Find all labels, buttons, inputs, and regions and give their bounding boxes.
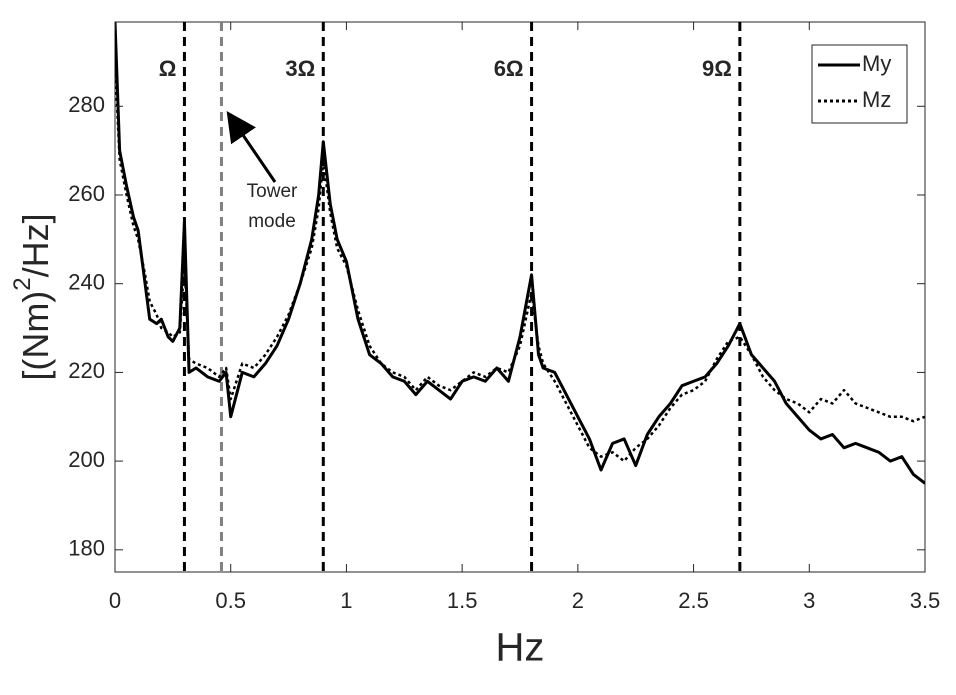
y-axis-label-part: [(Nm) bbox=[15, 291, 56, 381]
x-tick-label: 3.5 bbox=[910, 588, 941, 613]
data-line bbox=[115, 22, 925, 485]
reference-label: 3Ω bbox=[285, 56, 315, 81]
x-tick-label: 2.5 bbox=[678, 588, 709, 613]
reference-label: 9Ω bbox=[702, 56, 732, 81]
annotation-text: mode bbox=[248, 211, 296, 232]
reference-label: 6Ω bbox=[494, 56, 524, 81]
y-axis-label-sup: 2 bbox=[9, 277, 36, 290]
legend-label: My bbox=[862, 51, 891, 76]
legend-label: Mz bbox=[862, 87, 891, 112]
annotation-text: Tower bbox=[247, 181, 298, 202]
x-tick-label: 0 bbox=[109, 588, 121, 613]
y-tick-label: 220 bbox=[68, 358, 105, 383]
x-tick-label: 0.5 bbox=[215, 588, 246, 613]
data-line bbox=[115, 61, 925, 463]
x-tick-label: 1.5 bbox=[447, 588, 478, 613]
x-tick-label: 1 bbox=[340, 588, 352, 613]
y-axis-label-part: /Hz] bbox=[15, 213, 56, 277]
annotation-arrow bbox=[226, 111, 277, 183]
x-tick-label: 2 bbox=[572, 588, 584, 613]
y-tick-label: 240 bbox=[68, 270, 105, 295]
y-axis-label: [(Nm)2/Hz] bbox=[9, 213, 55, 380]
plot-area bbox=[114, 21, 926, 573]
plot-marks bbox=[115, 22, 925, 572]
y-tick-label: 280 bbox=[68, 92, 105, 117]
x-tick-label: 3 bbox=[803, 588, 815, 613]
x-axis-label: Hz bbox=[496, 626, 545, 670]
y-tick-label: 200 bbox=[68, 447, 105, 472]
reference-label: Ω bbox=[159, 56, 177, 81]
legend-box bbox=[811, 44, 908, 124]
y-tick-label: 260 bbox=[68, 181, 105, 206]
y-tick-label: 180 bbox=[68, 536, 105, 561]
